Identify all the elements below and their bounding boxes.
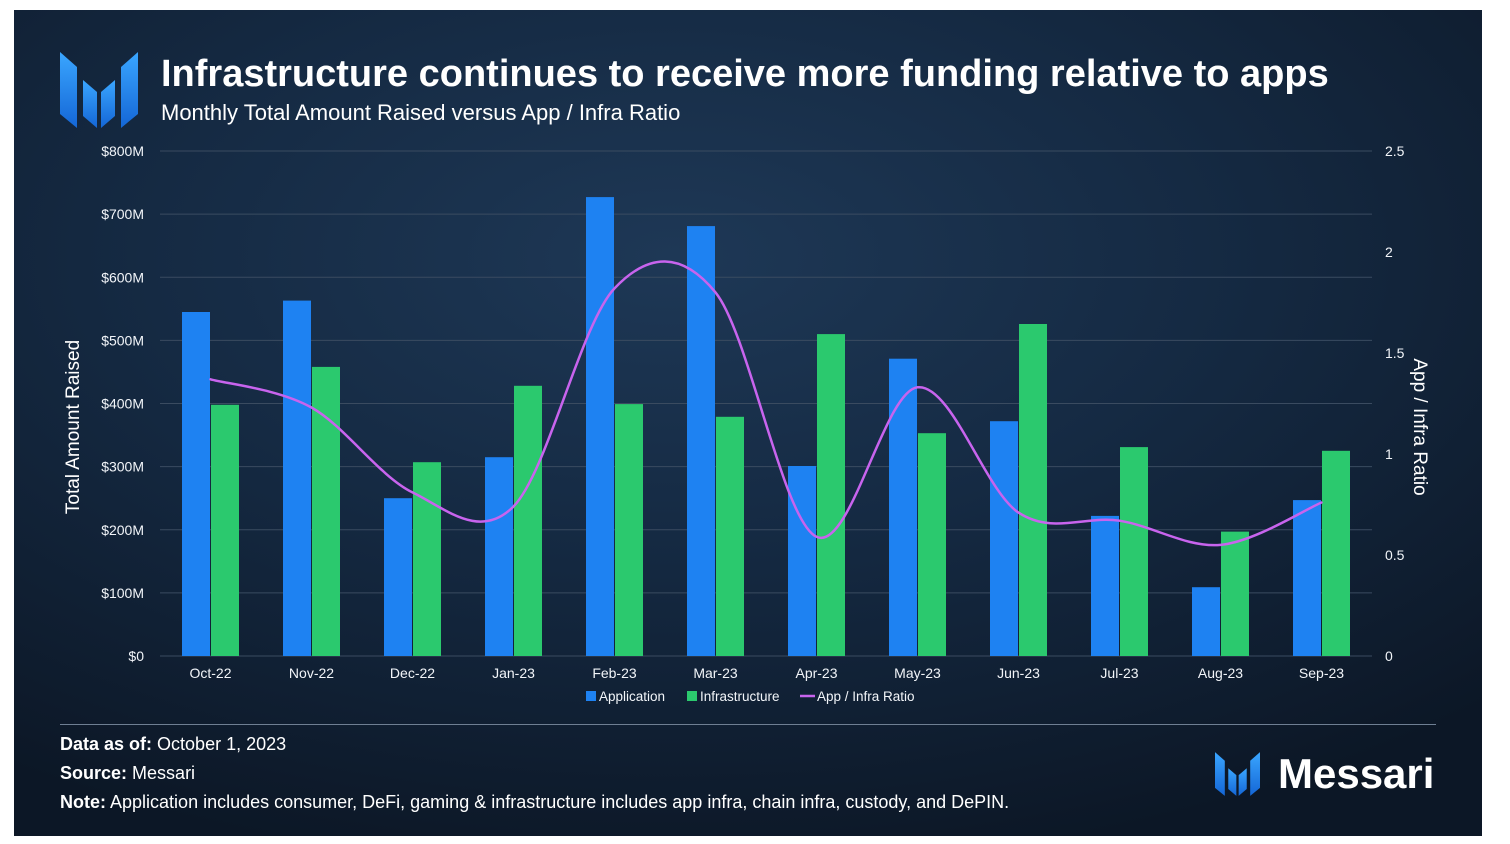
x-tick-label: Apr-23	[795, 665, 837, 681]
data-as-of-label: Data as of:	[60, 734, 153, 754]
point-app-infra-ratio-oct-22	[208, 376, 214, 382]
point-app-infra-ratio-sep-23	[1319, 500, 1325, 506]
x-tick-label: May-23	[894, 665, 941, 681]
bar-application-jun-23	[990, 421, 1018, 656]
legend-label-application: Application	[599, 689, 665, 704]
bar-infrastructure-may-23	[918, 433, 946, 656]
y-tick-label: $700M	[101, 206, 144, 222]
bar-application-may-23	[889, 358, 917, 656]
ratio-series	[208, 260, 1325, 548]
point-app-infra-ratio-jan-23	[511, 504, 517, 510]
chart-subtitle: Monthly Total Amount Raised versus App /…	[161, 100, 681, 125]
point-app-infra-ratio-jun-23	[1016, 510, 1022, 516]
brand-name: Messari	[1278, 750, 1435, 797]
bar-application-sep-23	[1293, 500, 1321, 656]
x-tick-label: Nov-22	[289, 665, 334, 681]
note-label: Note:	[60, 792, 106, 812]
bar-application-feb-23	[586, 197, 614, 656]
data-as-of-line: Data as of: October 1, 2023	[60, 733, 286, 755]
bar-infrastructure-jan-23	[514, 385, 542, 656]
bar-infrastructure-jun-23	[1019, 324, 1047, 656]
x-tick-label: Mar-23	[693, 665, 738, 681]
point-app-infra-ratio-mar-23	[713, 289, 719, 295]
y2-tick-label: 0.5	[1385, 547, 1405, 563]
point-app-infra-ratio-may-23	[915, 384, 921, 390]
x-tick-label: Oct-22	[189, 665, 231, 681]
note-line: Note: Application includes consumer, DeF…	[60, 791, 1009, 813]
y2-tick-label: 2	[1385, 244, 1393, 260]
chart-title: Infrastructure continues to receive more…	[161, 53, 1329, 95]
point-app-infra-ratio-nov-22	[309, 405, 315, 411]
x-tick-label: Dec-22	[390, 665, 435, 681]
x-tick-label: Aug-23	[1198, 665, 1243, 681]
y-tick-label: $100M	[101, 585, 144, 601]
bar-infrastructure-sep-23	[1322, 450, 1350, 656]
bar-infrastructure-apr-23	[817, 334, 845, 656]
footer-divider	[60, 724, 1436, 725]
note-value: Application includes consumer, DeFi, gam…	[110, 792, 1010, 812]
legend-label-infrastructure: Infrastructure	[700, 689, 780, 704]
legend: Application Infrastructure App / Infra R…	[586, 689, 915, 704]
x-tick-label: Jan-23	[492, 665, 535, 681]
y-tick-label: $500M	[101, 332, 144, 348]
bar-application-dec-22	[384, 498, 412, 656]
source-line: Source: Messari	[60, 762, 195, 784]
bar-application-nov-22	[283, 300, 311, 656]
point-app-infra-ratio-jul-23	[1117, 518, 1123, 524]
bar-infrastructure-jul-23	[1120, 447, 1148, 656]
point-app-infra-ratio-apr-23	[814, 534, 820, 540]
y2-axis-title: App / Infra Ratio	[1409, 358, 1430, 495]
messari-logo-icon	[60, 52, 138, 128]
y2-tick-label: 0	[1385, 648, 1393, 664]
y2-tick-label: 1.5	[1385, 345, 1405, 361]
y-tick-label: $600M	[101, 269, 144, 285]
infographic-panel	[14, 10, 1482, 836]
y2-tick-label: 1	[1385, 446, 1393, 462]
y-tick-label: $200M	[101, 522, 144, 538]
y-tick-label: $400M	[101, 396, 144, 412]
legend-label-ratio: App / Infra Ratio	[817, 689, 915, 704]
brand-logo: Messari	[1215, 752, 1436, 796]
bar-infrastructure-aug-23	[1221, 531, 1249, 656]
y-tick-label: $300M	[101, 459, 144, 475]
legend-swatch-application	[586, 691, 596, 701]
bar-application-aug-23	[1192, 587, 1220, 656]
bar-infrastructure-nov-22	[312, 366, 340, 656]
point-app-infra-ratio-aug-23	[1218, 542, 1224, 548]
point-app-infra-ratio-feb-23	[612, 285, 618, 291]
y-axis-title: Total Amount Raised	[63, 340, 84, 514]
source-label: Source:	[60, 763, 128, 783]
bar-application-jan-23	[485, 457, 513, 656]
source-value: Messari	[132, 763, 196, 783]
bar-application-mar-23	[687, 226, 715, 656]
y-tick-label: $800M	[101, 143, 144, 159]
bar-infrastructure-oct-22	[211, 404, 239, 656]
bar-infrastructure-mar-23	[716, 416, 744, 656]
bar-infrastructure-dec-22	[413, 462, 441, 656]
bars	[182, 197, 1350, 656]
x-tick-label: Jun-23	[997, 665, 1040, 681]
bar-application-oct-22	[182, 312, 210, 656]
x-tick-label: Feb-23	[592, 665, 637, 681]
point-app-infra-ratio-dec-22	[410, 489, 416, 495]
legend-swatch-infrastructure	[687, 691, 697, 701]
data-as-of-value: October 1, 2023	[157, 734, 287, 754]
bar-application-apr-23	[788, 466, 816, 656]
gridlines	[160, 150, 1372, 657]
x-tick-label: Sep-23	[1299, 665, 1344, 681]
bar-infrastructure-feb-23	[615, 404, 643, 656]
bar-application-jul-23	[1091, 515, 1119, 656]
y-tick-label: $0	[128, 648, 144, 664]
x-tick-label: Jul-23	[1100, 665, 1138, 681]
axis-labels: $0 $100M $200M $300M $400M $500M $600M $700M $80…	[101, 143, 1404, 681]
line-app-infra-ratio	[209, 260, 1323, 547]
messari-logo-icon	[1215, 752, 1260, 796]
y2-tick-label: 2.5	[1385, 143, 1405, 159]
